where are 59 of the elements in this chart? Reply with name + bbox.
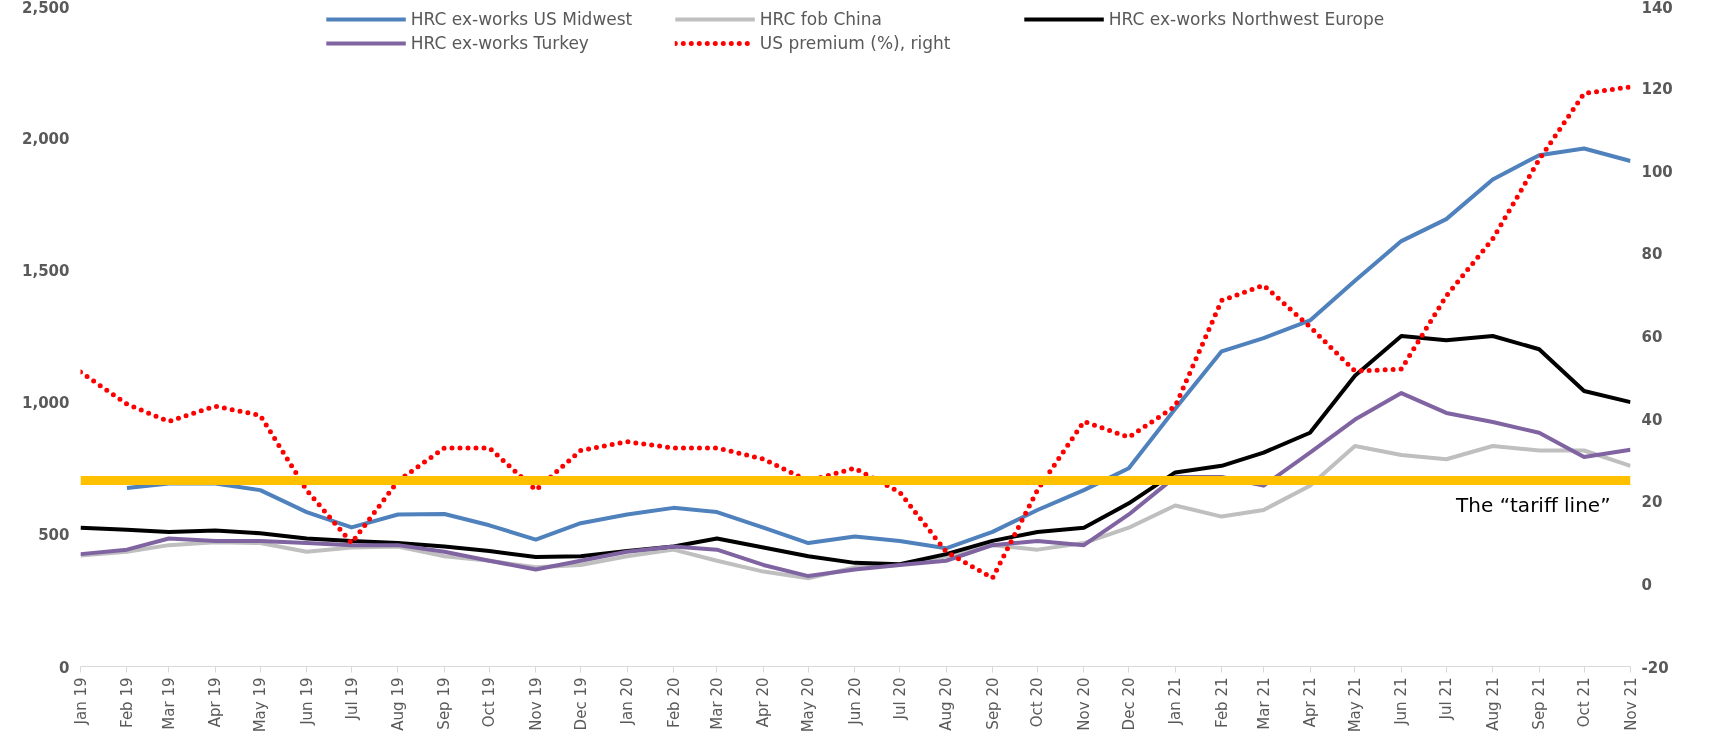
x-tick-label: Nov 21 <box>1621 677 1640 731</box>
x-tick-label: Jun 19 <box>297 677 316 726</box>
x-tick-label: Aug 19 <box>388 677 407 731</box>
x-tick-label: Sep 19 <box>435 677 454 730</box>
legend-label: HRC ex-works US Midwest <box>410 9 634 29</box>
line-series <box>124 146 1631 551</box>
legend-label: HRC ex-works Turkey <box>410 33 590 53</box>
x-tick-label: Jul 20 <box>890 677 909 721</box>
y-tick-label: 0 <box>59 658 70 677</box>
x-tick-label: Oct 20 <box>1028 677 1047 728</box>
x-tick-label: Mar 21 <box>1254 677 1273 730</box>
x-tick-label: Sep 20 <box>983 677 1002 730</box>
x-tick-label: Jul 21 <box>1437 677 1456 721</box>
x-tick-label: May 19 <box>251 677 270 733</box>
y-tick-label: 1,000 <box>22 394 70 413</box>
x-tick-label: Jul 19 <box>342 677 361 721</box>
y-tick-label: 2,500 <box>22 0 70 17</box>
y-tick-label: 500 <box>38 526 70 545</box>
x-tick-label: Nov 19 <box>526 677 545 731</box>
y2-tick-label: 0 <box>1641 575 1652 594</box>
x-tick-label: Jan 20 <box>618 677 637 726</box>
y2-tick-label: 140 <box>1641 0 1673 17</box>
x-tick-label: Jun 21 <box>1392 677 1411 726</box>
x-tick-label: Jan 19 <box>71 677 90 726</box>
x-tick-label: Sep 21 <box>1530 677 1549 730</box>
x-tick-label: Aug 20 <box>937 677 956 731</box>
x-tick-label: Aug 21 <box>1483 677 1502 731</box>
x-tick-label: Apr 21 <box>1301 677 1320 728</box>
y-tick-label: 2,000 <box>22 129 70 148</box>
ref-line-label: The “tariff line” <box>1455 492 1611 517</box>
line-series <box>80 334 1631 567</box>
x-tick-label: Mar 20 <box>707 677 726 730</box>
x-tick-label: Dec 20 <box>1119 677 1138 731</box>
x-tick-label: Feb 21 <box>1212 677 1231 728</box>
x-tick-label: Apr 20 <box>754 677 773 728</box>
x-tick-label: Dec 19 <box>571 677 590 731</box>
x-tick-label: May 20 <box>799 677 818 733</box>
x-tick-label: Oct 19 <box>480 677 499 728</box>
y2-tick-label: 20 <box>1641 493 1663 512</box>
y2-tick-label: 80 <box>1641 245 1663 264</box>
y2-tick-label: 120 <box>1641 80 1673 99</box>
y2-tick-label: 60 <box>1641 328 1663 346</box>
x-tick-label: May 21 <box>1345 677 1364 733</box>
x-tick-label: Feb 20 <box>664 677 683 728</box>
x-tick-label: Jan 21 <box>1166 677 1185 726</box>
y2-tick-label: -20 <box>1641 658 1669 677</box>
y-tick-label: 1,500 <box>22 261 70 280</box>
x-tick-label: Oct 21 <box>1575 677 1594 728</box>
y2-tick-label: 40 <box>1641 410 1663 429</box>
x-tick-label: Apr 19 <box>206 677 225 728</box>
legend-label: HRC ex-works Northwest Europe <box>1108 9 1385 29</box>
legend-label: US premium (%), right <box>759 33 952 53</box>
line-series <box>80 391 1631 579</box>
x-tick-label: Jun 20 <box>845 677 864 726</box>
x-tick-label: Mar 19 <box>159 677 178 730</box>
y2-tick-label: 100 <box>1641 162 1673 181</box>
x-tick-label: Feb 19 <box>117 677 136 728</box>
legend-label: HRC fob China <box>759 9 883 29</box>
x-tick-label: Nov 20 <box>1074 677 1093 731</box>
